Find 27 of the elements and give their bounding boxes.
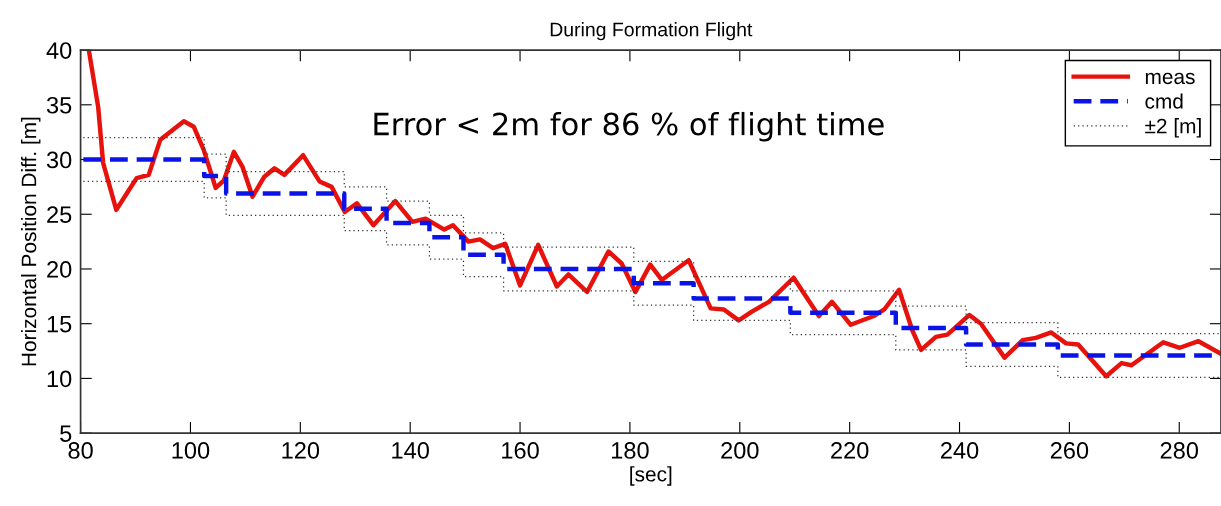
legend-label: cmd [1145, 93, 1183, 109]
x-tick-label: 260 [1050, 442, 1089, 459]
x-tick-label: 120 [282, 442, 320, 459]
x-tick-label: 200 [721, 442, 759, 459]
annotation: Error < 2m for 86 % of flight time [374, 111, 884, 142]
y-tick-label: 10 [47, 370, 72, 388]
legend-label: meas [1145, 72, 1195, 85]
y-axis-title: Horizontal Position Diff. [m] [21, 117, 41, 366]
x-tick-label: 140 [392, 442, 429, 459]
y-tick-label: 5 [60, 425, 72, 442]
y-tick-label: 20 [47, 261, 72, 278]
x-tick-label: 280 [1160, 442, 1199, 459]
x-tick-label: 80 [68, 442, 93, 459]
x-tick-label: 100 [172, 442, 210, 459]
y-tick-label: 15 [47, 316, 72, 333]
y-tick-label: 30 [46, 151, 72, 169]
chart-title: During Formation Flight [550, 22, 753, 41]
y-tick-label: 35 [46, 96, 72, 114]
line-series [86, 50, 1221, 379]
x-tick-label: 180 [612, 442, 649, 459]
x-tick-label: 240 [941, 442, 979, 459]
y-tick-label: 40 [46, 42, 72, 59]
x-tick-label: 160 [502, 442, 539, 459]
x-tick-label: 220 [831, 442, 869, 459]
x-axis-title: [sec] [630, 466, 672, 486]
legend-label: ±2 [m] [1145, 118, 1201, 138]
y-tick-label: 25 [47, 206, 72, 224]
